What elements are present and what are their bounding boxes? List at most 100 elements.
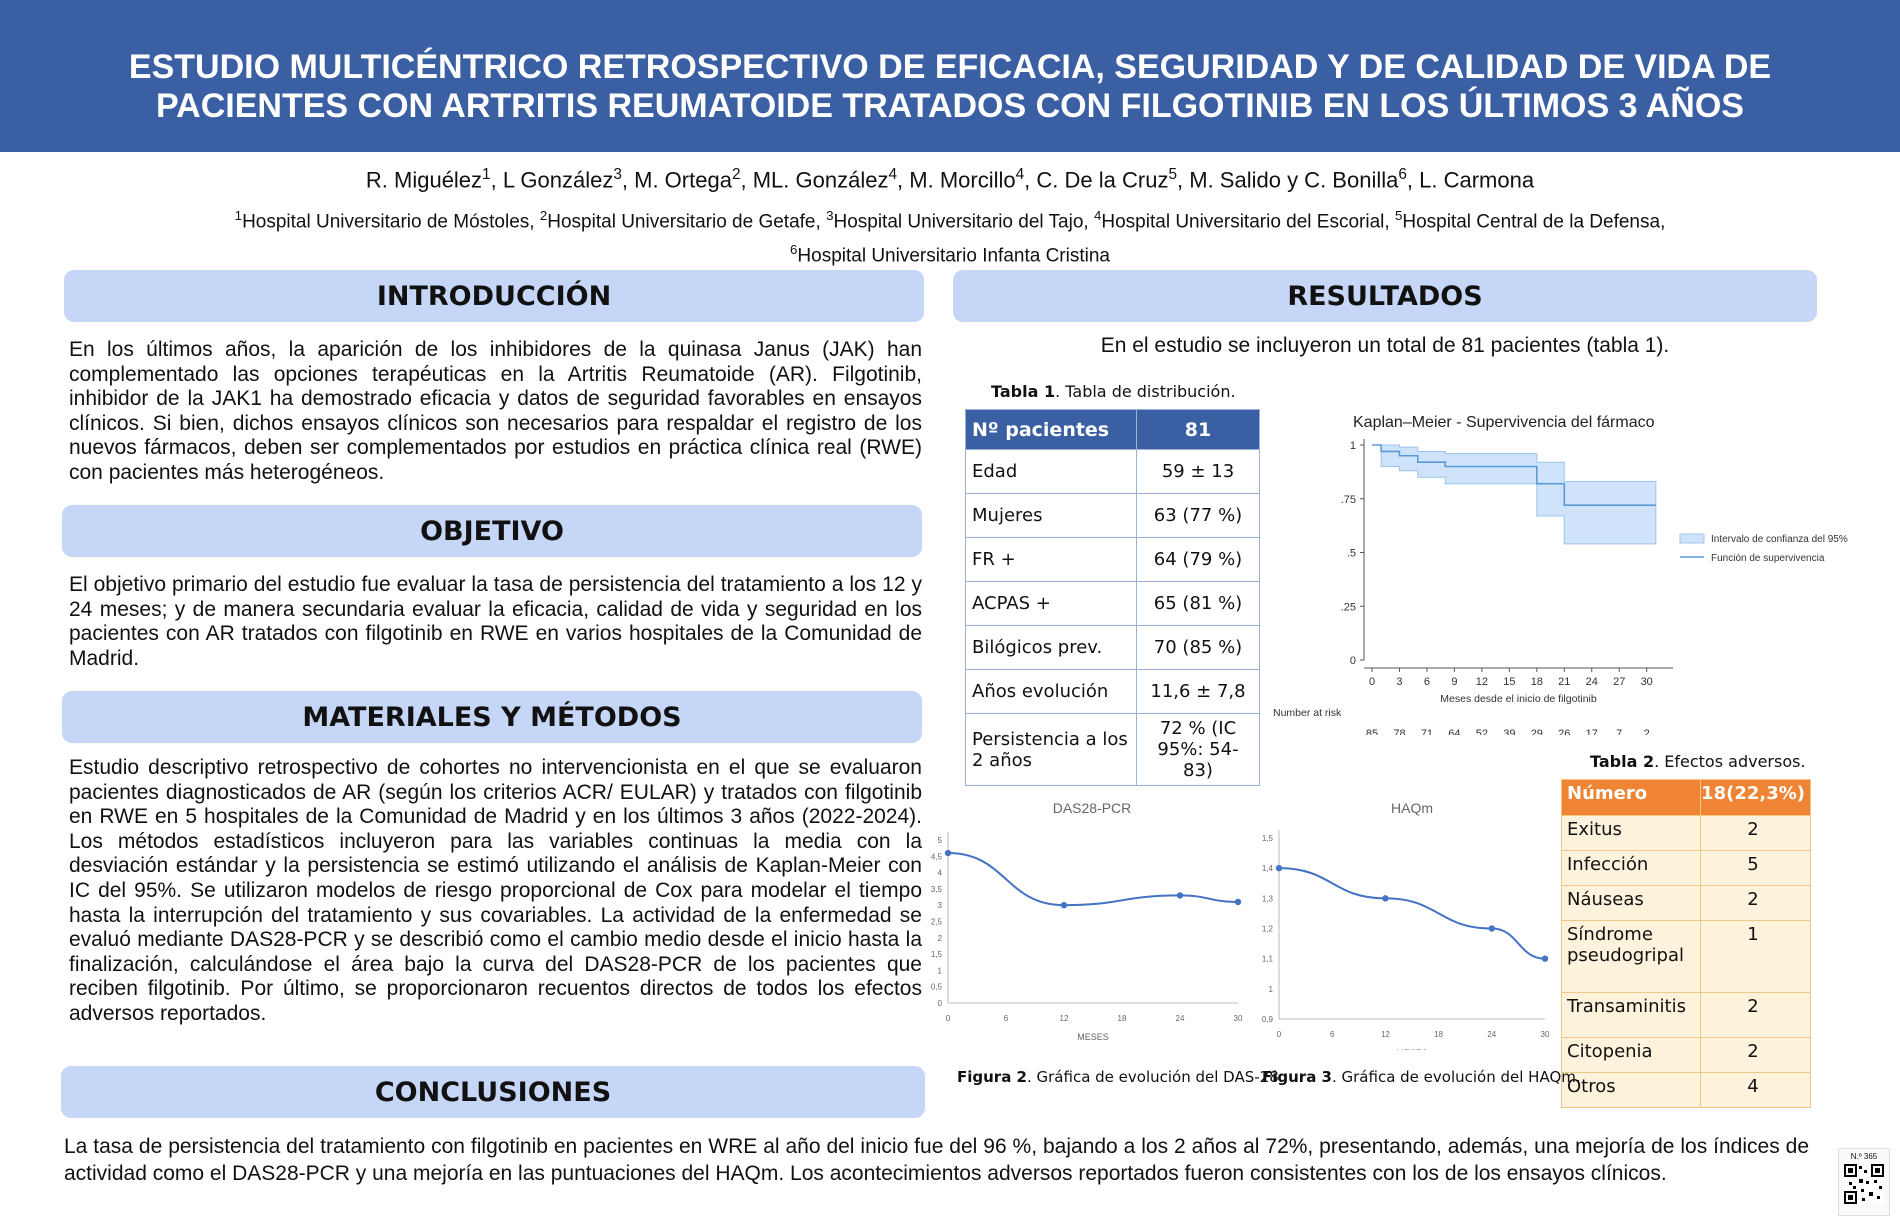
author-sup: 2 xyxy=(731,166,741,183)
haq-data-point xyxy=(1382,895,1389,902)
table-header-row: Nº pacientes 81 xyxy=(965,409,1260,450)
author: R. Miguélez xyxy=(365,167,483,193)
table-row: ACPAS +65 (81 %) xyxy=(965,581,1260,626)
haq-x-tick-label: 6 xyxy=(1330,1030,1335,1039)
das-y-tick-label: 0 xyxy=(938,999,943,1008)
km-at-risk-value: 78 xyxy=(1393,728,1405,735)
table-row: Infección 5 xyxy=(1560,850,1811,886)
author: ML. González xyxy=(752,167,889,193)
table-cell: Persistencia a los 2 años xyxy=(965,713,1137,786)
haq-x-tick-label: 0 xyxy=(1277,1030,1282,1039)
das-x-tick-label: 30 xyxy=(1234,1014,1243,1023)
haq-y-tick-label: 1,4 xyxy=(1262,864,1274,873)
conclusiones-text: La tasa de persistencia del tratamiento … xyxy=(64,1135,1809,1185)
table-cell: Edad xyxy=(965,449,1137,494)
km-y-tick-label: .75 xyxy=(1341,494,1356,506)
km-at-risk-value: 52 xyxy=(1476,728,1488,735)
haq-y-tick-label: 1 xyxy=(1269,985,1274,994)
table-cell: Exitus xyxy=(1560,815,1702,851)
km-at-risk-value: 7 xyxy=(1616,728,1622,735)
table-cell: Bilógicos prev. xyxy=(965,625,1137,670)
haq-x-tick-label: 18 xyxy=(1434,1030,1443,1039)
legend-label-ci: Intervalo de confianza del 95% xyxy=(1711,534,1848,545)
author-sup: 1 xyxy=(482,166,491,183)
affiliation: Hospital Universitario del Escorial xyxy=(1101,211,1385,233)
legend-swatch-ci xyxy=(1679,533,1705,544)
table-cell: 4 xyxy=(1700,1072,1811,1108)
table-row: Citopenia 2 xyxy=(1560,1037,1811,1073)
table-cell: Náuseas xyxy=(1560,885,1702,921)
table-row: Transaminitis 2 xyxy=(1560,992,1811,1038)
table-cell: Transaminitis xyxy=(1560,992,1702,1038)
das-y-tick-label: 4 xyxy=(938,869,943,878)
km-y-tick-label: .5 xyxy=(1347,548,1356,560)
haq-x-tick-label: 30 xyxy=(1541,1030,1550,1039)
resultados-intro: En el estudio se incluyeron un total de … xyxy=(1100,334,1670,357)
haq-series-line xyxy=(1278,867,1546,960)
das-data-point xyxy=(1176,892,1184,899)
table-header-cell: Nº pacientes xyxy=(965,409,1137,450)
km-x-tick-label: 18 xyxy=(1531,676,1543,688)
km-at-risk-value: 29 xyxy=(1531,728,1543,735)
author: M. Morcillo xyxy=(909,167,1016,193)
table-cell: 1 xyxy=(1700,920,1811,993)
haqm-chart: HAQm 0,9 1 1,1 1,2 1,3 1,4 1,5 0 6 12 18 24 30 MESES xyxy=(1262,800,1550,1050)
objetivo-heading: OBJETIVO xyxy=(62,505,922,557)
das-y-tick-label: 3,5 xyxy=(931,885,943,894)
das-y-tick-label: 2 xyxy=(938,934,943,943)
table-cell: ACPAS + xyxy=(965,581,1137,626)
affiliation-sup: 5 xyxy=(1394,208,1403,223)
affiliation-sup: 3 xyxy=(826,208,834,223)
das-data-point xyxy=(1060,902,1068,909)
km-survival-line xyxy=(1372,444,1656,506)
das-data-point xyxy=(944,849,952,857)
tabla2: Número 18(22,3%) Exitus 2 Infección 5 Náuseas 2… xyxy=(1560,779,1811,1108)
das-title: DAS28-PCR xyxy=(1053,800,1132,816)
das-series-line xyxy=(947,852,1239,907)
table-cell: 64 (79 %) xyxy=(1136,537,1260,582)
resultados-heading: RESULTADOS xyxy=(953,270,1817,322)
affiliation: Hospital Universitario de Getafe xyxy=(547,211,816,233)
author-sup: 4 xyxy=(1015,166,1025,183)
table-cell: 11,6 ± 7,8 xyxy=(1136,669,1260,714)
km-at-risk-value: 85 xyxy=(1366,728,1378,735)
table-row: Edad 59 ± 13 xyxy=(965,449,1260,494)
das-y-tick-label: 4,5 xyxy=(931,852,943,861)
das-y-tick-label: 3 xyxy=(938,901,943,910)
title-line-1: ESTUDIO MULTICÉNTRICO RETROSPECTIVO DE E… xyxy=(128,48,1772,86)
author: L. Carmona xyxy=(1419,167,1535,193)
affiliation-sup: 1 xyxy=(234,208,243,223)
table-cell: 2 xyxy=(1700,815,1811,851)
das-x-tick-label: 24 xyxy=(1176,1014,1185,1023)
haq-y-tick-label: 0,9 xyxy=(1262,1015,1274,1024)
title-line-2: PACIENTES CON ARTRITIS REUMATOIDE TRATAD… xyxy=(156,87,1744,125)
km-x-tick-label: 12 xyxy=(1476,676,1488,688)
table-header-row: Número 18(22,3%) xyxy=(1560,779,1811,816)
table-row: Otros 4 xyxy=(1560,1072,1811,1108)
affiliation: Hospital Universitario Infanta Cristina xyxy=(797,245,1110,267)
affiliation-sup: 6 xyxy=(790,242,798,258)
poster-title: ESTUDIO MULTICÉNTRICO RETROSPECTIVO DE E… xyxy=(60,48,1840,126)
author-list: R. Miguélez1, L González3, M. Ortega2, M… xyxy=(365,166,1535,193)
table-cell: Años evolución xyxy=(965,669,1137,714)
affiliation-sup: 4 xyxy=(1093,208,1102,223)
table-row: FR +64 (79 %) xyxy=(965,537,1260,582)
das-x-tick-label: 18 xyxy=(1118,1014,1127,1023)
das-x-label: MESES xyxy=(1077,1032,1109,1042)
km-y-tick-label: 0 xyxy=(1350,655,1356,667)
table-cell: 65 (81 %) xyxy=(1136,581,1260,626)
fig2-caption: Figura 2. Gráfica de evolución del DAS-2… xyxy=(957,1068,1284,1086)
affiliation: Hospital Universitario del Tajo xyxy=(833,211,1084,233)
km-title: Kaplan–Meier - Supervivencia del fármaco xyxy=(1353,414,1655,431)
table-cell: 2 xyxy=(1700,992,1811,1038)
objetivo-text: El objetivo primario del estudio fue eva… xyxy=(69,573,922,670)
qr-code-box: N.º 365 xyxy=(1838,1148,1890,1216)
table-cell: 2 xyxy=(1700,885,1811,921)
km-x-tick-label: 27 xyxy=(1613,676,1625,688)
table-row: Exitus 2 xyxy=(1560,815,1811,851)
km-x-tick-label: 24 xyxy=(1586,676,1598,688)
author-sup: 4 xyxy=(888,166,898,183)
metodos-heading: MATERIALES Y MÉTODOS xyxy=(62,691,922,743)
table-cell: 2 xyxy=(1700,1037,1811,1073)
kaplan-meier-chart: Kaplan–Meier - Supervivencia del fármaco… xyxy=(1273,414,1848,735)
